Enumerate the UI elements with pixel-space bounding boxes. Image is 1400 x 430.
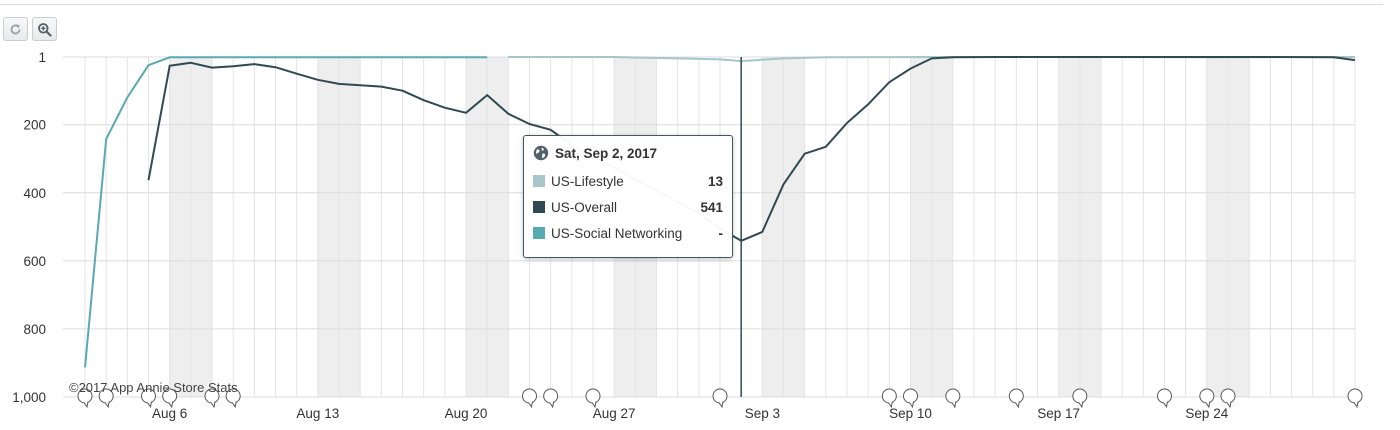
event-marker-bubble — [903, 388, 918, 404]
tooltip-row-overall: US-Overall 541 — [533, 194, 723, 220]
tooltip-row-label: US-Social Networking — [551, 225, 683, 241]
event-marker[interactable] — [903, 388, 918, 409]
event-marker-bubble — [1220, 388, 1236, 404]
event-marker-bubble — [1008, 388, 1024, 404]
event-marker-tail — [1078, 401, 1084, 409]
event-marker-tail — [1226, 401, 1232, 409]
zoom-in-button[interactable] — [32, 17, 57, 41]
event-marker[interactable] — [141, 388, 156, 409]
event-marker-tail — [1014, 401, 1020, 409]
x-tick-label: Aug 20 — [445, 406, 488, 421]
event-marker[interactable] — [225, 388, 241, 409]
x-tick-label: Sep 17 — [1037, 406, 1080, 421]
x-tick-label: Sep 3 — [745, 406, 780, 421]
x-tick-label: Sep 10 — [889, 406, 932, 421]
event-marker-tail — [718, 401, 724, 409]
tooltip-row-label: US-Lifestyle — [551, 173, 624, 189]
event-marker-tail — [83, 401, 89, 409]
x-tick-label: Aug 6 — [152, 406, 187, 421]
event-marker[interactable] — [881, 388, 897, 409]
watermark: ©2017 App Annie Store Stats — [69, 380, 238, 395]
event-marker-tail — [1353, 401, 1359, 409]
event-marker[interactable] — [1157, 388, 1172, 409]
event-marker-tail — [887, 401, 893, 409]
y-tick-label: 800 — [23, 322, 46, 337]
event-marker-tail — [528, 401, 533, 409]
event-marker[interactable] — [712, 388, 728, 409]
event-marker[interactable] — [1072, 388, 1088, 409]
event-marker-bubble — [712, 388, 728, 404]
event-marker-bubble — [522, 388, 537, 404]
event-marker-tail — [168, 401, 174, 409]
series-line-us-overall — [147, 56, 1356, 242]
tooltip-row-lifestyle: US-Lifestyle 13 — [533, 168, 723, 194]
top-rule — [0, 4, 1383, 5]
tooltip-row-value: 541 — [700, 199, 723, 215]
event-marker[interactable] — [543, 388, 559, 409]
x-tick-label: Aug 13 — [296, 406, 339, 421]
lifestyle-swatch — [533, 175, 545, 187]
globe-icon — [533, 145, 549, 161]
event-marker-bubble — [1157, 388, 1172, 404]
event-marker-tail — [147, 401, 152, 409]
event-marker-tail — [1205, 401, 1211, 409]
event-marker-tail — [210, 401, 216, 409]
event-marker-tail — [231, 401, 237, 409]
event-marker-bubble — [1347, 388, 1363, 404]
tooltip-row-value: - — [718, 225, 724, 241]
event-marker[interactable] — [98, 388, 114, 409]
event-marker-tail — [1163, 401, 1168, 409]
event-marker[interactable] — [1347, 388, 1363, 409]
event-marker[interactable] — [585, 388, 601, 409]
event-marker-bubble — [585, 388, 601, 404]
y-tick-label: 1,000 — [12, 390, 46, 405]
y-tick-label: 600 — [23, 254, 46, 269]
event-marker-tail — [104, 401, 110, 409]
tooltip-row-social: US-Social Networking - — [533, 220, 723, 246]
overall-swatch — [533, 201, 545, 213]
y-tick-label: 1 — [38, 50, 46, 65]
event-marker-bubble — [1072, 388, 1088, 404]
event-marker-bubble — [881, 388, 897, 404]
y-tick-label: 400 — [23, 186, 46, 201]
event-marker-tail — [909, 401, 914, 409]
reset-zoom-button[interactable] — [3, 17, 28, 41]
event-marker-tail — [591, 401, 597, 409]
event-marker[interactable] — [945, 388, 961, 409]
event-marker[interactable] — [1008, 388, 1024, 409]
series-line-us-social-networking — [84, 56, 488, 368]
y-tick-label: 200 — [23, 118, 46, 133]
hover-tooltip: Sat, Sep 2, 2017 US-Lifestyle 13 US-Over… — [523, 135, 733, 258]
tooltip-row-value: 13 — [707, 173, 723, 189]
event-marker[interactable] — [1199, 388, 1215, 409]
tooltip-row-label: US-Overall — [551, 199, 618, 215]
chart-toolbar — [3, 17, 57, 41]
event-marker-bubble — [945, 388, 961, 404]
event-marker-tail — [549, 401, 555, 409]
event-marker-bubble — [1199, 388, 1215, 404]
x-tick-label: Aug 27 — [593, 406, 636, 421]
event-marker[interactable] — [1220, 388, 1236, 409]
zoom-in-icon — [38, 22, 52, 37]
reset-zoom-icon — [10, 23, 21, 34]
event-marker-bubble — [543, 388, 559, 404]
event-marker[interactable] — [204, 388, 220, 409]
event-marker[interactable] — [77, 388, 93, 409]
event-marker[interactable] — [162, 388, 178, 409]
event-marker[interactable] — [522, 388, 537, 409]
event-marker-tail — [951, 401, 957, 409]
tooltip-date: Sat, Sep 2, 2017 — [555, 145, 658, 161]
x-tick-label: Sep 24 — [1185, 406, 1228, 421]
social-swatch — [533, 227, 545, 239]
